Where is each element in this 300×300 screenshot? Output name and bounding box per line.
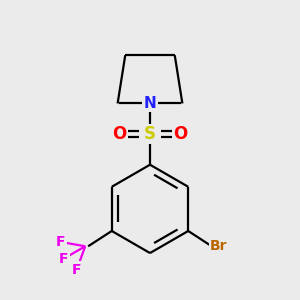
- Text: O: O: [173, 125, 188, 143]
- Text: F: F: [72, 262, 82, 277]
- Text: O: O: [112, 125, 127, 143]
- Text: Br: Br: [210, 239, 227, 253]
- Text: S: S: [144, 125, 156, 143]
- Text: F: F: [59, 252, 69, 266]
- Text: F: F: [56, 235, 66, 249]
- Text: N: N: [144, 96, 156, 111]
